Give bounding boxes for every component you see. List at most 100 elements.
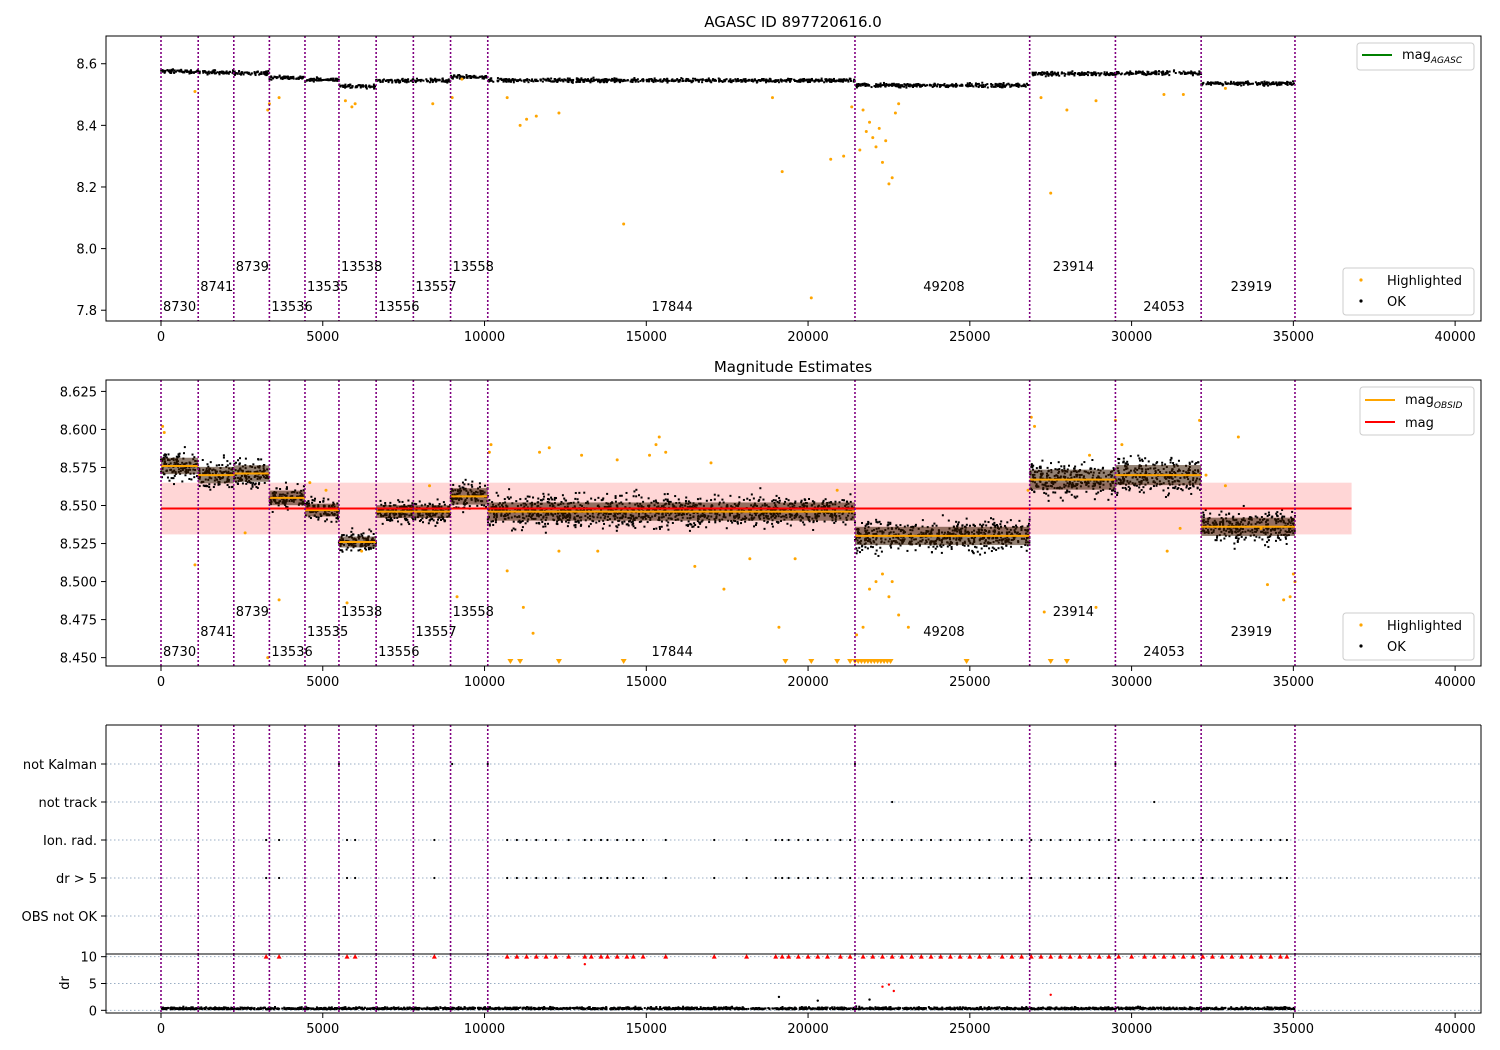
flag-point xyxy=(1221,838,1224,842)
flag-point xyxy=(1250,838,1253,842)
obsid-label: 13556 xyxy=(378,645,419,660)
capped-marker xyxy=(870,954,876,959)
highlighted-point xyxy=(887,595,891,599)
capped-marker xyxy=(1067,954,1073,959)
flag-point xyxy=(625,838,628,842)
flag-point xyxy=(590,876,593,880)
capped-marker xyxy=(1129,954,1135,959)
highlighted-point xyxy=(193,89,197,93)
obsid-label: 8730 xyxy=(163,300,196,315)
highlighted-point xyxy=(277,598,281,602)
capped-marker xyxy=(786,954,792,959)
highlighted-point xyxy=(487,450,491,454)
dr-outlier xyxy=(892,989,895,993)
highlighted-point xyxy=(777,625,781,629)
highlighted-point xyxy=(654,443,658,447)
flag-point xyxy=(853,762,857,766)
obsid-label: 8741 xyxy=(200,280,233,295)
capped-marker xyxy=(614,954,620,959)
highlighted-point xyxy=(428,484,432,488)
highlighted-point xyxy=(1181,93,1185,97)
flag-point xyxy=(554,876,557,880)
flag-point xyxy=(816,838,819,842)
dr-xtick-label: 25000 xyxy=(949,1022,990,1037)
capped-marker xyxy=(1142,954,1148,959)
flag-point xyxy=(1107,876,1111,880)
flag-point xyxy=(826,838,829,842)
capped-marker xyxy=(604,954,610,959)
highlighted-point xyxy=(277,96,281,100)
capped-marker xyxy=(1028,954,1034,959)
highlighted-point xyxy=(324,488,328,492)
dr-xtick-label: 35000 xyxy=(1273,1022,1314,1037)
obsid-label: 13535 xyxy=(307,280,348,295)
flag-point xyxy=(1069,876,1072,880)
capped-marker xyxy=(1151,954,1157,959)
capped-marker xyxy=(744,954,750,959)
dr-capped-markers xyxy=(263,954,1290,959)
highlighted-point xyxy=(193,563,197,567)
highlighted-point xyxy=(709,461,713,465)
highlighted-point xyxy=(531,631,535,635)
highlighted-point xyxy=(1282,598,1286,602)
legend-mag-obsid: magOBSID mag xyxy=(1359,386,1475,436)
flag-point xyxy=(1020,876,1023,880)
highlighted-point xyxy=(521,605,525,609)
highlighted-point xyxy=(266,656,270,660)
top-xtick-label: 15000 xyxy=(626,330,667,345)
obsid-label: 23919 xyxy=(1231,280,1272,295)
below-range-marker xyxy=(847,659,854,664)
highlighted-point xyxy=(887,182,891,186)
top-xtick-label: 0 xyxy=(157,330,165,345)
flag-point xyxy=(1039,838,1043,842)
highlighted-point xyxy=(871,136,875,140)
capped-marker xyxy=(524,954,530,959)
highlighted-point xyxy=(1094,605,1098,609)
highlighted-point xyxy=(1288,595,1292,599)
flag-point xyxy=(871,838,874,842)
dr-outlier xyxy=(887,983,891,986)
flag-point xyxy=(1182,876,1185,880)
capped-marker xyxy=(1116,954,1122,959)
highlighted-point xyxy=(864,130,868,134)
flag-point xyxy=(949,838,952,842)
capped-marker xyxy=(1248,954,1254,959)
capped-marker xyxy=(711,954,717,959)
highlighted-point xyxy=(906,625,910,629)
flag-point xyxy=(1078,838,1081,842)
capped-marker xyxy=(1277,954,1283,959)
highlighted-point xyxy=(450,96,454,100)
flag-point xyxy=(1114,762,1117,766)
capped-marker xyxy=(598,954,604,959)
capped-marker xyxy=(1009,954,1015,959)
capped-marker xyxy=(1087,954,1093,959)
highlighted-point xyxy=(1065,108,1069,112)
capped-marker xyxy=(773,954,779,959)
flag-point xyxy=(486,762,489,766)
below-range-marker xyxy=(834,659,841,664)
flag-point xyxy=(544,876,548,880)
flag-point xyxy=(861,876,865,880)
highlighted-point xyxy=(884,139,888,143)
middle-xtick-label: 35000 xyxy=(1273,675,1314,690)
flag-point xyxy=(1221,876,1224,880)
highlighted-point xyxy=(596,549,600,553)
flag-point xyxy=(599,876,603,880)
middle-xtick-label: 40000 xyxy=(1434,675,1475,690)
highlighted-point xyxy=(722,587,726,591)
flag-point xyxy=(599,838,603,842)
flag-point xyxy=(1039,876,1043,880)
dr-outlier xyxy=(777,995,781,999)
flag-point xyxy=(826,876,829,880)
capped-marker xyxy=(533,954,539,959)
capped-marker xyxy=(553,954,559,959)
flag-point xyxy=(1211,838,1214,842)
obsid-label: 8730 xyxy=(163,645,196,660)
flag-point xyxy=(781,838,784,842)
flag-point xyxy=(881,876,884,880)
legend-label-mag-obsid: magOBSID xyxy=(1405,393,1463,411)
flag-point xyxy=(1201,838,1204,842)
flag-point xyxy=(1143,876,1146,880)
flag-point xyxy=(1153,876,1156,880)
top-xtick-label: 30000 xyxy=(1111,330,1152,345)
